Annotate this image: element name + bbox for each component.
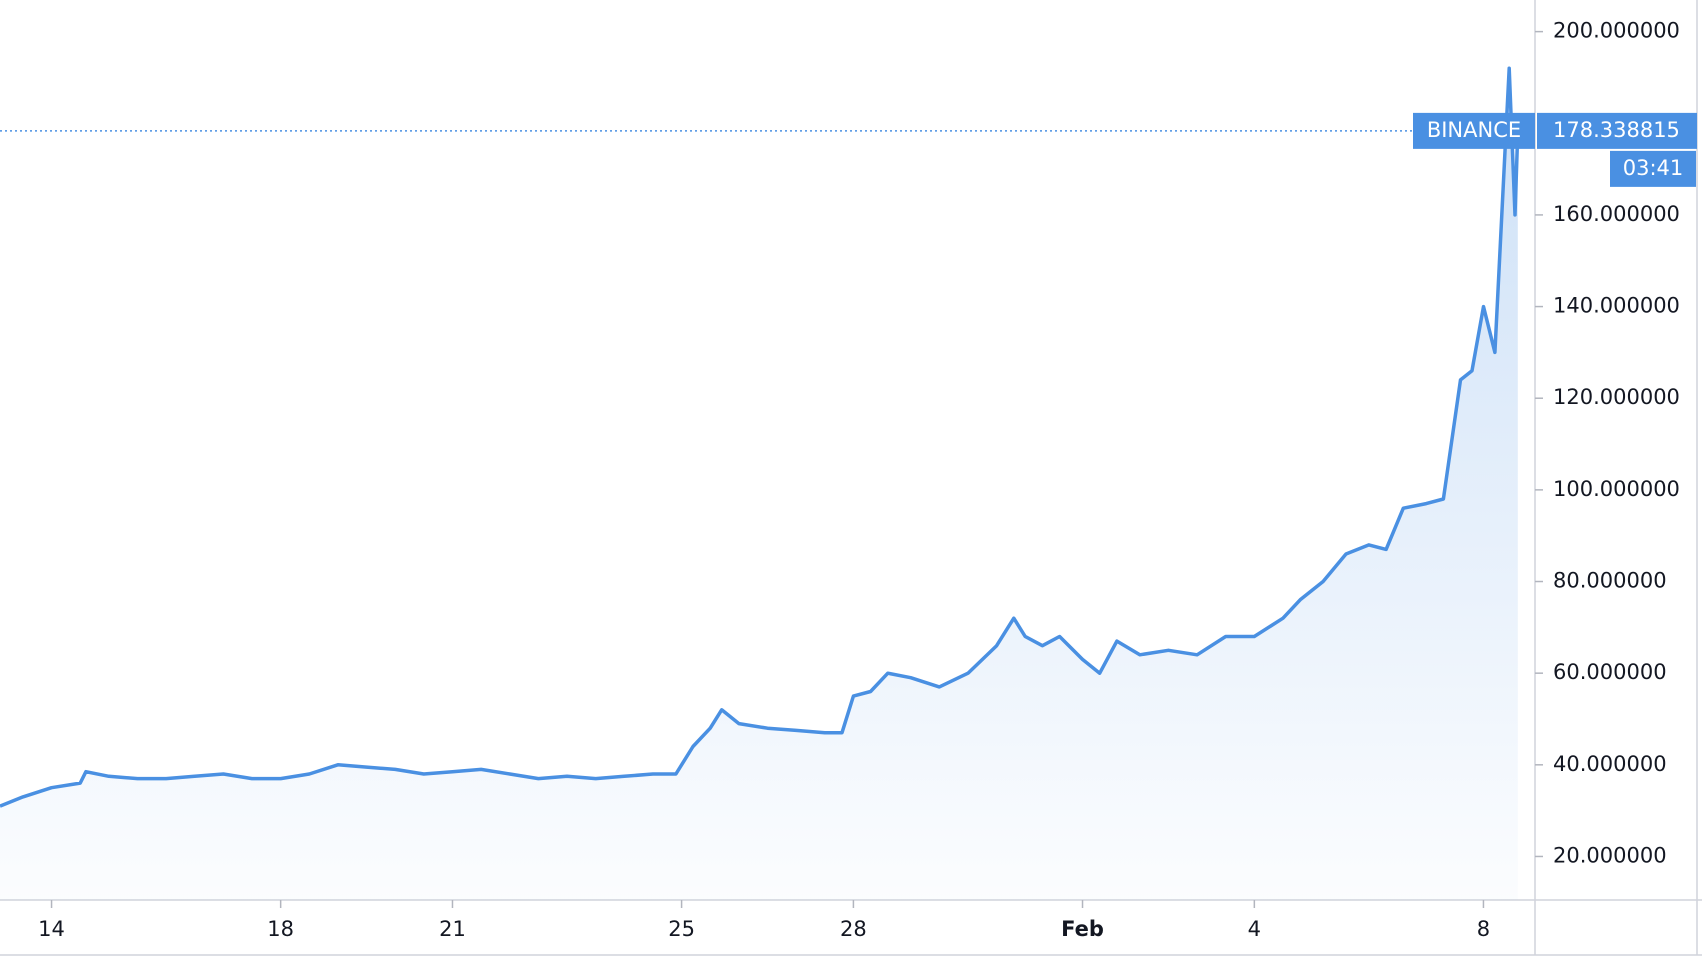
- y-tick-label: 20.000000: [1553, 843, 1667, 867]
- price-tag: [1537, 112, 1697, 149]
- y-tick-label: 200.000000: [1553, 19, 1680, 43]
- x-tick-label: 4: [1248, 917, 1261, 941]
- y-tick-label: 100.000000: [1553, 477, 1680, 501]
- price-label: 178.338815: [1553, 118, 1680, 142]
- y-tick-label: 120.000000: [1553, 385, 1680, 409]
- source-label: BINANCE: [1427, 118, 1521, 142]
- x-tick-label: Feb: [1061, 917, 1104, 941]
- x-tick-label: 21: [439, 917, 466, 941]
- countdown-label: 03:41: [1623, 156, 1684, 180]
- y-tick-label: 80.000000: [1553, 569, 1667, 593]
- countdown-tag: [1610, 150, 1696, 187]
- source-tag: [1413, 112, 1535, 149]
- y-tick-label: 160.000000: [1553, 202, 1680, 226]
- x-tick-label: 18: [267, 917, 294, 941]
- y-tick-label: 60.000000: [1553, 660, 1667, 684]
- y-tick-label: 140.000000: [1553, 294, 1680, 318]
- x-tick-label: 14: [38, 917, 65, 941]
- x-tick-label: 8: [1477, 917, 1490, 941]
- area-fill: [0, 68, 1518, 901]
- x-tick-label: 25: [668, 917, 695, 941]
- x-tick-label: 28: [840, 917, 867, 941]
- price-line: [0, 66, 1520, 808]
- y-tick-label: 40.000000: [1553, 752, 1667, 776]
